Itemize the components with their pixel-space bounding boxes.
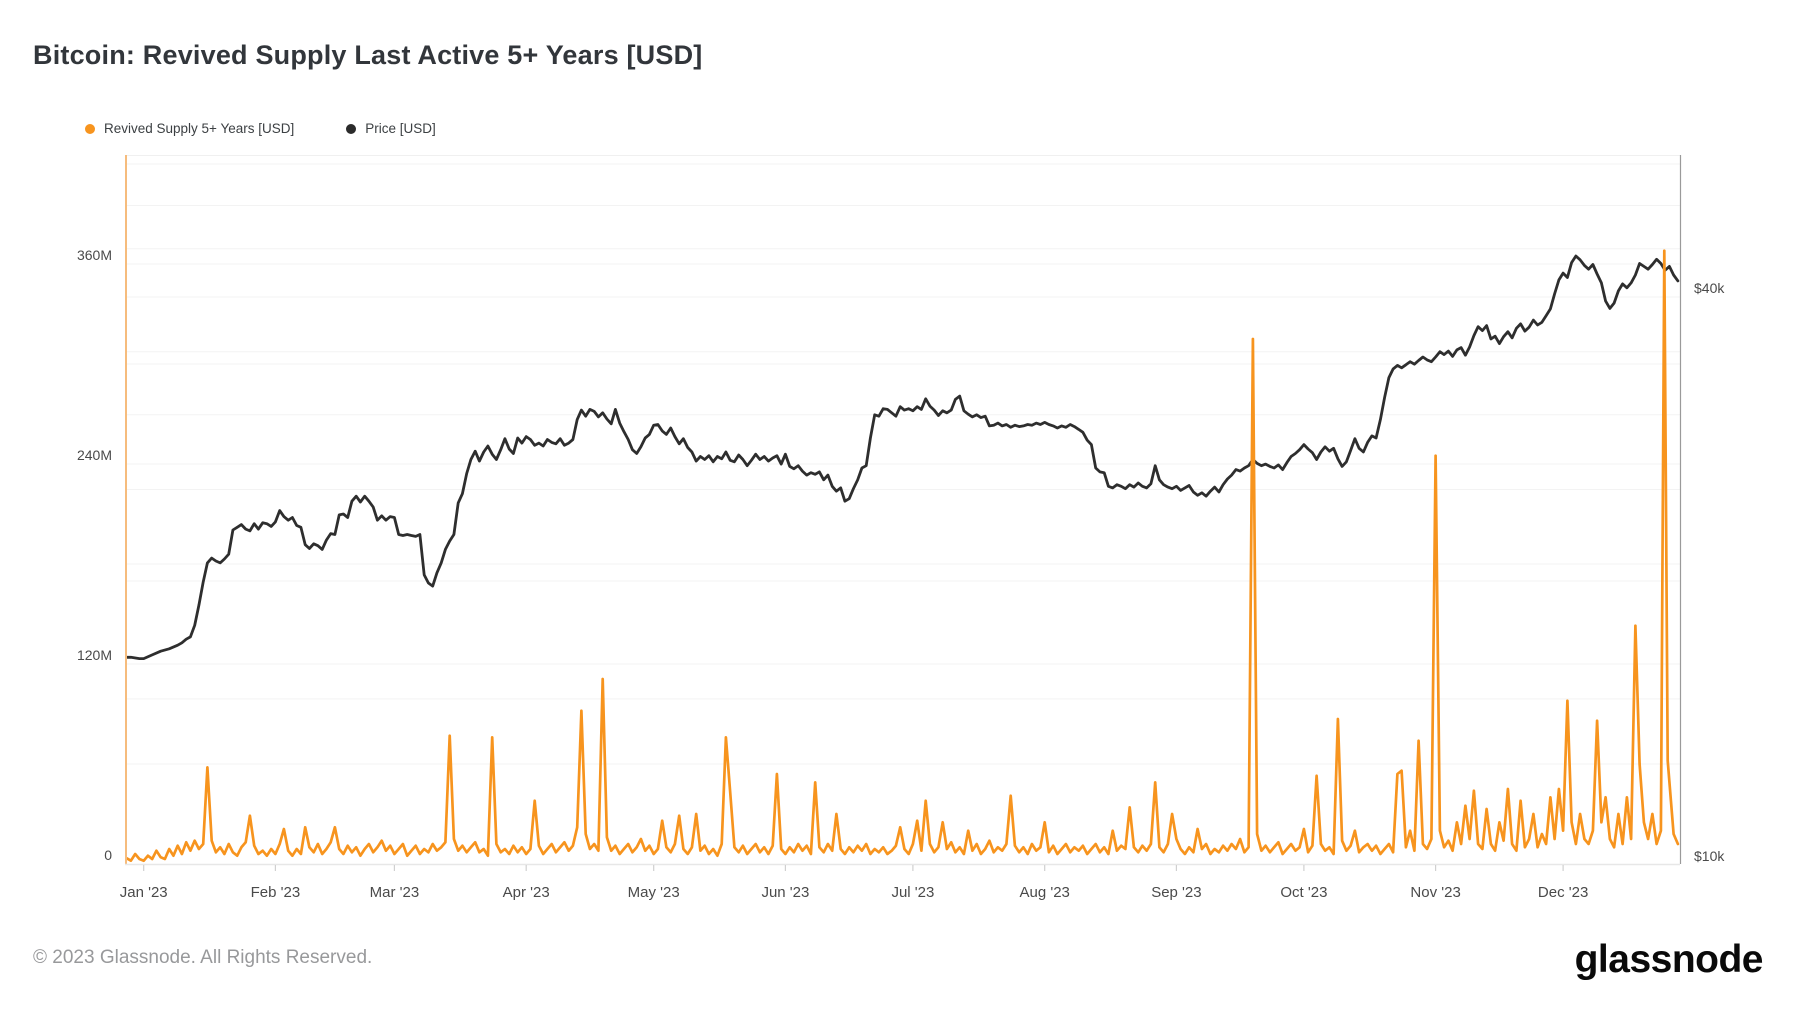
legend-dot-icon <box>346 123 357 134</box>
left-axis-tick-label: 240M <box>76 447 112 463</box>
left-axis-tick-label: 0 <box>104 847 112 863</box>
x-tick-label: Oct '23 <box>1280 884 1328 901</box>
legend-dot-icon <box>85 123 95 134</box>
x-tick-label: Apr '23 <box>502 884 550 901</box>
footer-copyright: © 2023 Glassnode. All Rights Reserved. <box>33 947 373 968</box>
x-tick-label: Jun '23 <box>761 884 810 901</box>
axis-tick-marks <box>143 865 1564 871</box>
x-tick-label: Sep '23 <box>1151 884 1202 901</box>
x-tick-label: Dec '23 <box>1537 884 1589 901</box>
x-tick-label: May '23 <box>627 884 680 901</box>
left-axis-tick-label: 360M <box>76 247 112 263</box>
legend-label: Price [USD] <box>365 121 436 136</box>
supply-series-line <box>125 249 1680 863</box>
chart-legend: Revived Supply 5+ Years [USD] Price [USD… <box>85 121 436 136</box>
gridlines <box>125 163 1680 765</box>
legend-item-price[interactable]: Price [USD] <box>346 121 436 136</box>
x-tick-label: Nov '23 <box>1410 884 1461 901</box>
page-title: Bitcoin: Revived Supply Last Active 5+ Y… <box>33 40 703 70</box>
legend-label: Revived Supply 5+ Years [USD] <box>104 121 295 136</box>
x-tick-label: Jul '23 <box>891 884 935 901</box>
plot-frame <box>125 155 1682 866</box>
glassnode-logo: glassnode <box>1574 938 1764 981</box>
left-axis-tick-label: 120M <box>76 647 112 663</box>
x-tick-label: Mar '23 <box>369 884 420 901</box>
x-tick-label: Feb '23 <box>250 884 301 901</box>
right-axis-tick-label: $40k <box>1694 279 1725 296</box>
price-series-line <box>125 254 1680 660</box>
x-tick-label: Aug '23 <box>1019 884 1070 901</box>
legend-item-revived-supply[interactable]: Revived Supply 5+ Years [USD] <box>85 121 294 136</box>
right-axis-tick-label: $10k <box>1694 848 1725 864</box>
x-tick-label: Jan '23 <box>119 884 168 901</box>
